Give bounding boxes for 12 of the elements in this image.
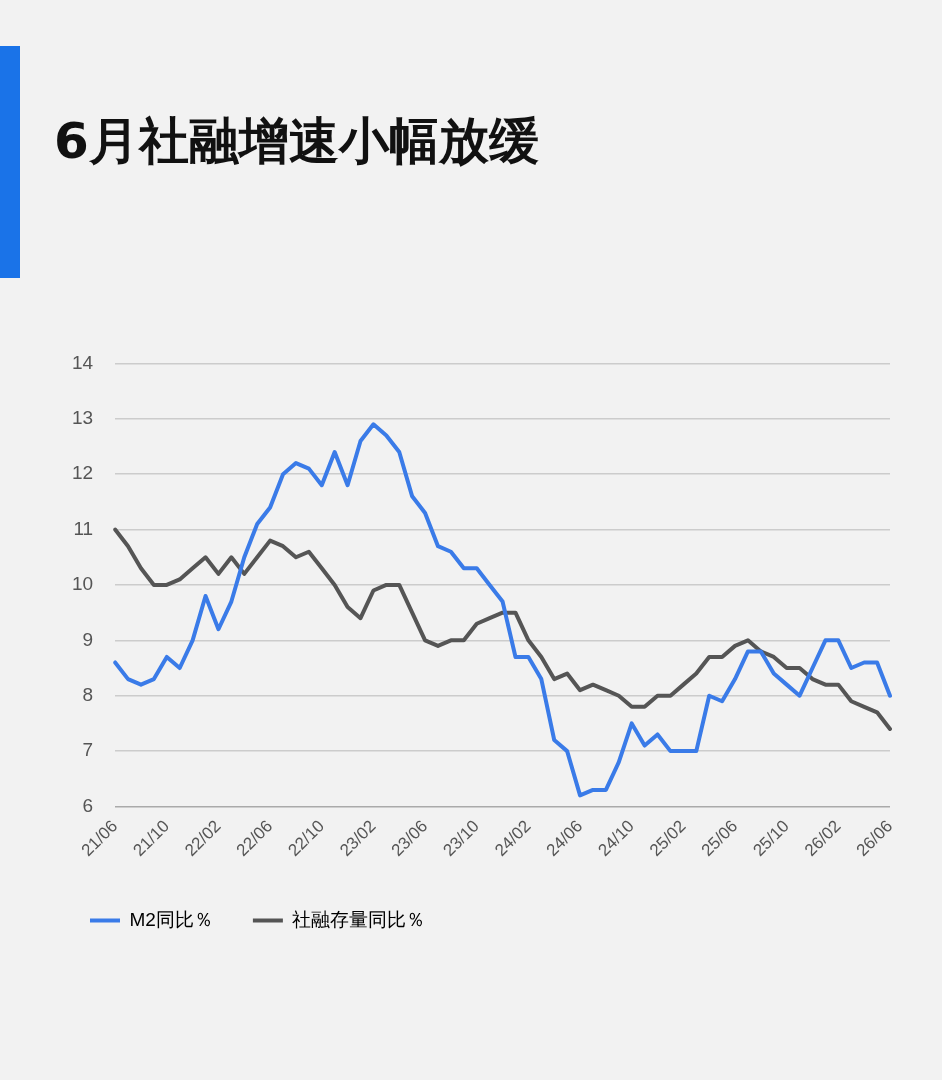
y-tick-label: 7 — [82, 739, 94, 761]
legend-label: M2同比％ — [129, 908, 213, 930]
y-tick-label: 9 — [82, 628, 94, 650]
chart-title: 6月社融增速小幅放缓 — [54, 111, 539, 172]
y-tick-label: 11 — [73, 517, 94, 539]
y-tick-label: 6 — [82, 794, 94, 816]
y-tick-label: 12 — [71, 462, 94, 484]
legend-label: 社融存量同比％ — [292, 908, 426, 930]
y-tick-label: 13 — [71, 407, 94, 429]
y-tick-label: 8 — [82, 683, 94, 705]
y-tick-label: 10 — [71, 573, 94, 595]
y-tick-label: 14 — [71, 351, 94, 373]
